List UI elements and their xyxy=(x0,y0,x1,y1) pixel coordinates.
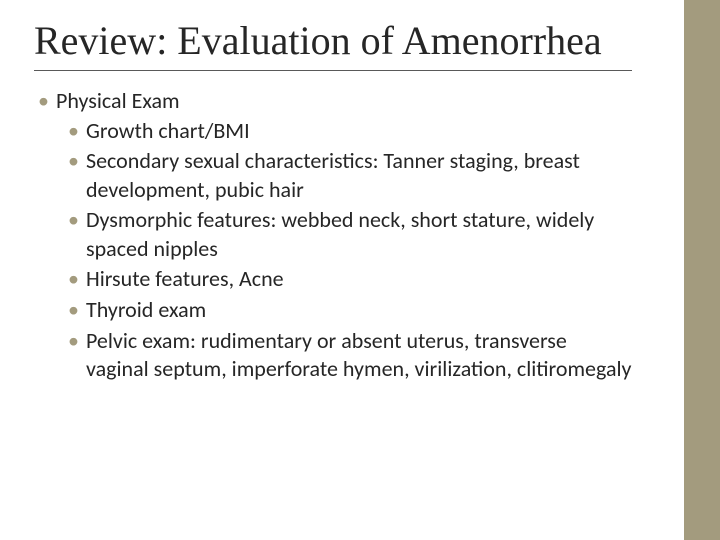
list-item-level2: Pelvic exam: rudimentary or absent uteru… xyxy=(34,327,632,384)
list-item-level2: Thyroid exam xyxy=(34,296,632,325)
list-item-level2: Dysmorphic features: webbed neck, short … xyxy=(34,206,632,263)
list-item-text: Physical Exam xyxy=(56,87,180,114)
slide-title: Review: Evaluation of Amenorrhea xyxy=(34,18,632,71)
list-item-text: Growth chart/BMI xyxy=(86,117,250,144)
list-item-text: Pelvic exam: rudimentary or absent uteru… xyxy=(86,327,632,383)
slide-content: Review: Evaluation of Amenorrhea Physica… xyxy=(0,0,680,384)
list-item-text: Dysmorphic features: webbed neck, short … xyxy=(86,206,594,262)
list-item-level1: Physical Exam xyxy=(34,87,632,115)
bullet-list: Physical Exam Growth chart/BMI Secondary… xyxy=(34,87,632,384)
list-item-level2: Growth chart/BMI xyxy=(34,117,632,146)
list-item-text: Thyroid exam xyxy=(86,296,206,323)
list-item-level2: Secondary sexual characteristics: Tanner… xyxy=(34,147,632,204)
list-item-text: Secondary sexual characteristics: Tanner… xyxy=(86,147,580,203)
list-item-level2: Hirsute features, Acne xyxy=(34,265,632,294)
accent-bar xyxy=(684,0,720,540)
list-item-text: Hirsute features, Acne xyxy=(86,265,284,292)
